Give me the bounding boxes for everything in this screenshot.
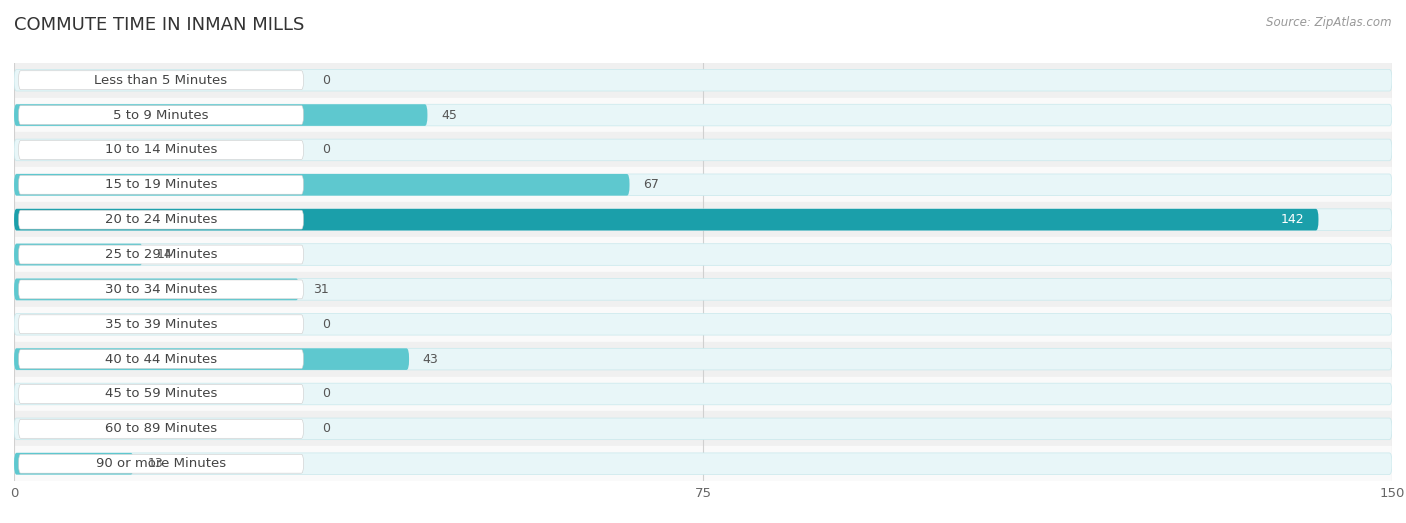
FancyBboxPatch shape [14, 209, 1392, 231]
FancyBboxPatch shape [14, 174, 630, 196]
FancyBboxPatch shape [18, 280, 304, 299]
Bar [14, 377, 1392, 412]
Text: 10 to 14 Minutes: 10 to 14 Minutes [105, 143, 217, 156]
Text: 20 to 24 Minutes: 20 to 24 Minutes [105, 213, 217, 226]
FancyBboxPatch shape [14, 313, 1392, 335]
Text: 142: 142 [1281, 213, 1305, 226]
FancyBboxPatch shape [14, 244, 1392, 265]
Text: 90 or more Minutes: 90 or more Minutes [96, 457, 226, 470]
FancyBboxPatch shape [14, 453, 134, 474]
FancyBboxPatch shape [18, 350, 304, 369]
Text: Source: ZipAtlas.com: Source: ZipAtlas.com [1267, 16, 1392, 29]
Text: 60 to 89 Minutes: 60 to 89 Minutes [105, 423, 217, 435]
Text: 31: 31 [312, 283, 329, 296]
Text: 25 to 29 Minutes: 25 to 29 Minutes [105, 248, 218, 261]
Bar [14, 167, 1392, 202]
Text: 43: 43 [423, 353, 439, 366]
Text: 0: 0 [322, 423, 330, 435]
Text: 0: 0 [322, 74, 330, 87]
Bar [14, 98, 1392, 132]
FancyBboxPatch shape [18, 384, 304, 403]
FancyBboxPatch shape [18, 175, 304, 194]
FancyBboxPatch shape [14, 383, 1392, 405]
Text: 14: 14 [156, 248, 172, 261]
FancyBboxPatch shape [14, 244, 142, 265]
Text: 0: 0 [322, 388, 330, 401]
Text: 67: 67 [644, 178, 659, 191]
Bar [14, 342, 1392, 377]
FancyBboxPatch shape [18, 210, 304, 229]
FancyBboxPatch shape [14, 209, 1319, 231]
Bar [14, 272, 1392, 307]
Text: 40 to 44 Minutes: 40 to 44 Minutes [105, 353, 217, 366]
FancyBboxPatch shape [14, 104, 427, 126]
Text: 45 to 59 Minutes: 45 to 59 Minutes [105, 388, 217, 401]
Text: 35 to 39 Minutes: 35 to 39 Minutes [105, 318, 218, 331]
FancyBboxPatch shape [18, 106, 304, 124]
FancyBboxPatch shape [14, 279, 299, 300]
Text: Less than 5 Minutes: Less than 5 Minutes [94, 74, 228, 87]
Text: COMMUTE TIME IN INMAN MILLS: COMMUTE TIME IN INMAN MILLS [14, 16, 305, 33]
Text: 5 to 9 Minutes: 5 to 9 Minutes [114, 109, 208, 121]
Bar [14, 63, 1392, 98]
FancyBboxPatch shape [18, 419, 304, 438]
Text: 45: 45 [441, 109, 457, 121]
Bar [14, 412, 1392, 446]
FancyBboxPatch shape [18, 454, 304, 473]
FancyBboxPatch shape [14, 174, 1392, 196]
Text: 13: 13 [148, 457, 163, 470]
FancyBboxPatch shape [14, 348, 409, 370]
FancyBboxPatch shape [14, 279, 1392, 300]
Bar [14, 307, 1392, 342]
FancyBboxPatch shape [14, 453, 1392, 474]
Text: 30 to 34 Minutes: 30 to 34 Minutes [105, 283, 217, 296]
Text: 15 to 19 Minutes: 15 to 19 Minutes [105, 178, 218, 191]
FancyBboxPatch shape [18, 71, 304, 89]
FancyBboxPatch shape [18, 315, 304, 334]
Bar [14, 446, 1392, 481]
FancyBboxPatch shape [14, 418, 1392, 440]
FancyBboxPatch shape [14, 348, 1392, 370]
Bar [14, 202, 1392, 237]
FancyBboxPatch shape [18, 141, 304, 160]
Text: 0: 0 [322, 318, 330, 331]
FancyBboxPatch shape [18, 245, 304, 264]
Bar [14, 132, 1392, 167]
Bar [14, 237, 1392, 272]
FancyBboxPatch shape [14, 104, 1392, 126]
Text: 0: 0 [322, 143, 330, 156]
FancyBboxPatch shape [14, 139, 1392, 161]
FancyBboxPatch shape [14, 70, 1392, 91]
